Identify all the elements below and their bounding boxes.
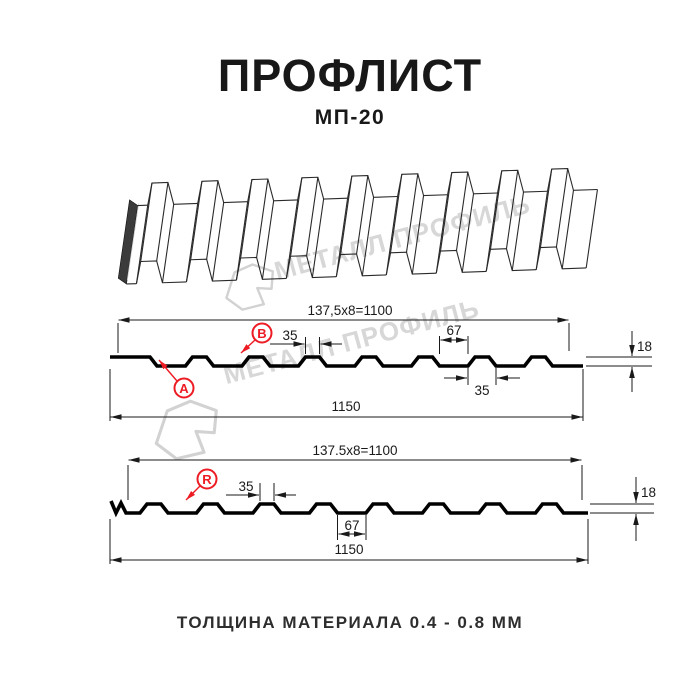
label-r-circle xyxy=(196,468,218,490)
dim-coverage-width: 137,5x8=1100 xyxy=(308,303,393,318)
profile-outline xyxy=(110,355,583,368)
label-a: A xyxy=(179,381,189,396)
dim-total-width: 1150 xyxy=(334,542,363,557)
label-b-circle xyxy=(251,322,273,344)
cross-section-front: 137,5x8=1100 35 67 18 35 1150 xyxy=(109,303,652,421)
dim-valley: 67 xyxy=(344,518,359,533)
dim-coverage-width: 137.5x8=1100 xyxy=(313,443,398,458)
sheet-3d-wireframe xyxy=(117,166,601,285)
dim-crest-top: 35 xyxy=(238,479,253,494)
profile-3d-view xyxy=(117,166,601,285)
label-r: R xyxy=(202,472,212,487)
dim-height: 18 xyxy=(637,339,652,354)
profile-model-label: МП-20 xyxy=(314,106,386,129)
profile-outline xyxy=(109,498,588,518)
label-b: B xyxy=(257,326,266,341)
label-a-circle xyxy=(173,377,195,399)
page-title: ПРОФЛИСТ xyxy=(217,50,483,101)
cross-section-reverse: 137.5x8=1100 R 35 67 18 1150 xyxy=(109,443,656,564)
material-thickness-note: ТОЛЩИНА МАТЕРИАЛА 0.4 - 0.8 ММ xyxy=(176,613,524,632)
dim-valley: 67 xyxy=(446,323,461,338)
sheet-cut-edge xyxy=(117,199,139,285)
dim-crest-top: 35 xyxy=(282,328,297,343)
dim-total-width: 1150 xyxy=(331,399,360,414)
dim-crest-base: 35 xyxy=(474,383,489,398)
dim-height: 18 xyxy=(641,485,656,500)
